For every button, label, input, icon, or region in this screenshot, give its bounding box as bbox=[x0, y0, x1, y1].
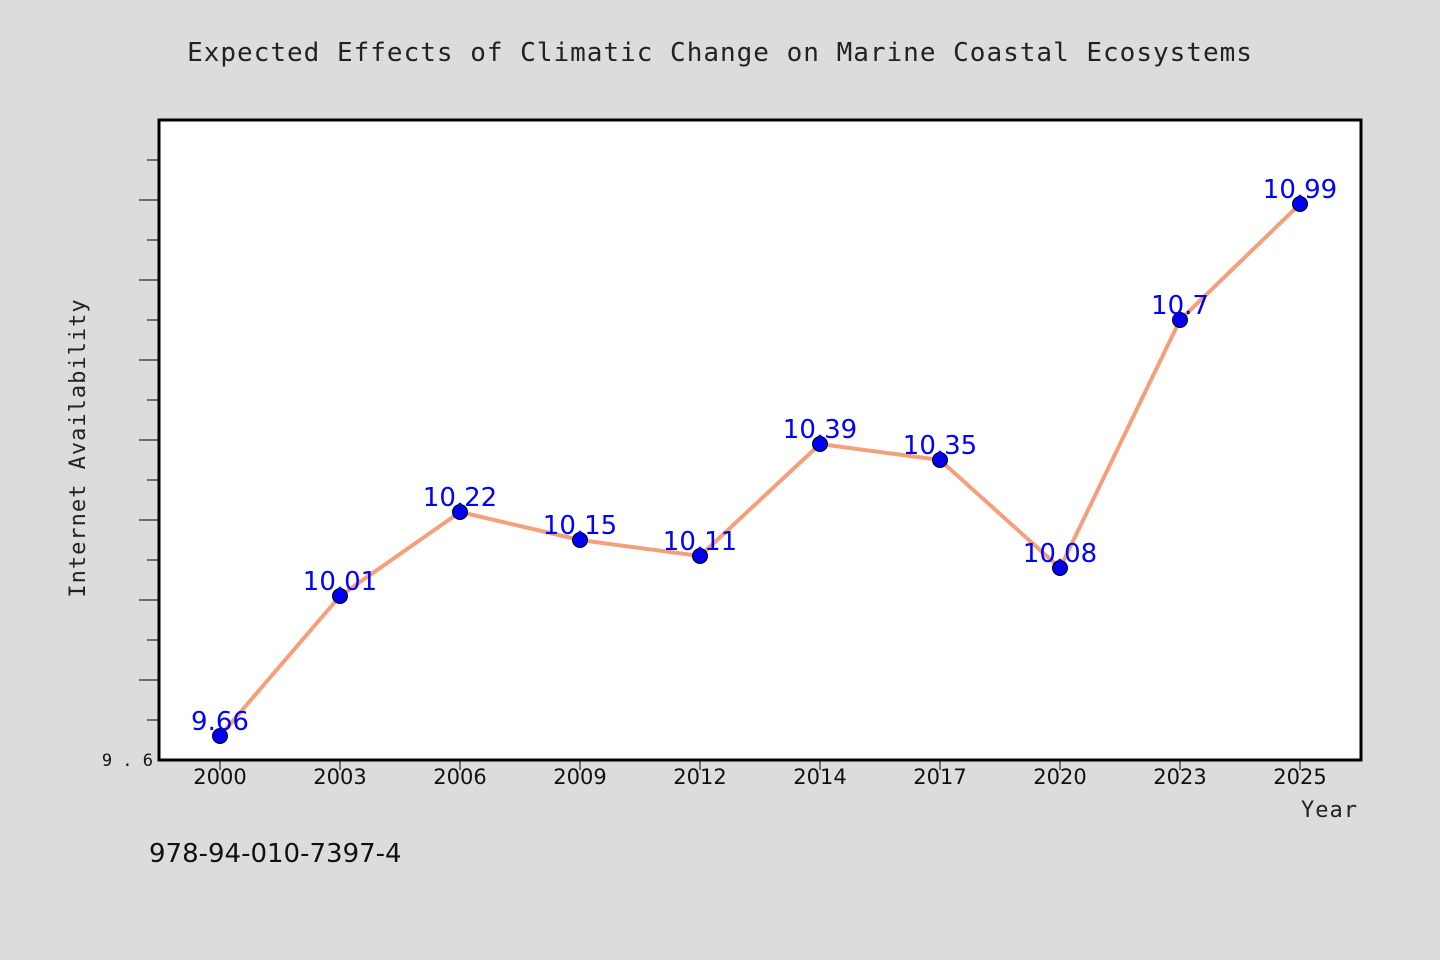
data-point-marker bbox=[692, 548, 708, 564]
data-label: 10.01 bbox=[303, 567, 377, 597]
data-point-marker bbox=[1052, 560, 1068, 576]
x-tick-label: 2014 bbox=[793, 765, 846, 789]
data-label: 10.35 bbox=[903, 431, 977, 461]
data-point-marker bbox=[932, 452, 948, 468]
data-labels-group: 9.66 10.01 10.22 10.15 10.11 10.39 10.35 10.08 1… bbox=[191, 175, 1337, 737]
data-point-marker bbox=[1172, 312, 1188, 328]
x-tick-label: 2009 bbox=[553, 765, 606, 789]
x-tick-label: 2003 bbox=[313, 765, 366, 789]
x-axis-ticks: 2000 2003 2006 2009 2012 2014 2017 2020 2023 2025 bbox=[193, 760, 1327, 789]
data-point-marker bbox=[452, 504, 468, 520]
x-tick-label: 2017 bbox=[913, 765, 966, 789]
series-line-group bbox=[218, 202, 1302, 738]
data-point-marker bbox=[212, 728, 228, 744]
x-tick-label: 2006 bbox=[433, 765, 486, 789]
data-label: 10.11 bbox=[663, 527, 737, 557]
plot-area bbox=[157, 118, 1363, 762]
data-label: 10.7 bbox=[1151, 291, 1209, 321]
data-label: 10.15 bbox=[543, 511, 617, 541]
data-point-marker bbox=[332, 588, 348, 604]
isbn-text: 978-94-010-7397-4 bbox=[149, 839, 402, 869]
x-axis-label: Year bbox=[1301, 798, 1358, 823]
y-axis-label: Internet Availability bbox=[66, 298, 91, 597]
data-label: 10.08 bbox=[1023, 539, 1097, 569]
data-point-marker bbox=[812, 436, 828, 452]
series-line bbox=[218, 202, 1302, 738]
data-label: 10.99 bbox=[1263, 175, 1337, 205]
data-point-marker bbox=[572, 532, 588, 548]
x-tick-label: 2000 bbox=[193, 765, 246, 789]
data-label: 10.39 bbox=[783, 415, 857, 445]
x-tick-label: 2012 bbox=[673, 765, 726, 789]
y-axis-ticks: 9 . 6 bbox=[102, 159, 159, 771]
x-tick-label: 2025 bbox=[1273, 765, 1326, 789]
x-tick-label: 2020 bbox=[1033, 765, 1086, 789]
data-label: 9.66 bbox=[191, 707, 249, 737]
series-markers-group bbox=[212, 196, 1308, 744]
x-tick-label: 2023 bbox=[1153, 765, 1206, 789]
data-label: 10.22 bbox=[423, 483, 497, 513]
data-point-marker bbox=[1292, 196, 1308, 212]
chart-title: Expected Effects of Climatic Change on M… bbox=[187, 38, 1253, 68]
y-tick-label: 9 . 6 bbox=[102, 751, 153, 771]
